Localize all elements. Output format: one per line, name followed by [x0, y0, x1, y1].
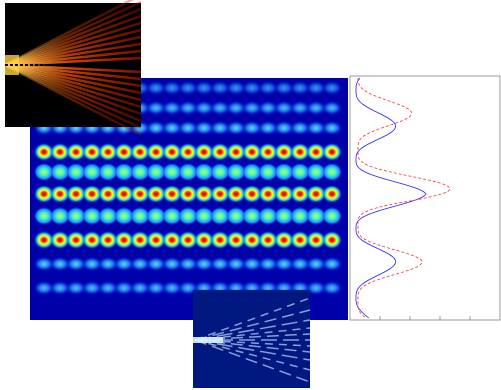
heatmap-spot [322, 207, 342, 225]
heatmap-spot [322, 231, 342, 249]
heatmap-spot [322, 143, 342, 161]
bottom-inset [193, 290, 310, 388]
heatmap-spot [322, 163, 342, 181]
heatmap-spot [322, 185, 342, 203]
heatmap-spot [322, 81, 342, 95]
heatmap-spot [322, 101, 342, 115]
top-inset [5, 0, 141, 135]
figure [0, 0, 501, 390]
streak-source [193, 337, 223, 343]
heatmap-spot [322, 281, 342, 295]
profile-panel [350, 76, 500, 320]
heatmap-spot [322, 257, 342, 271]
heatmap-spot [322, 121, 342, 135]
